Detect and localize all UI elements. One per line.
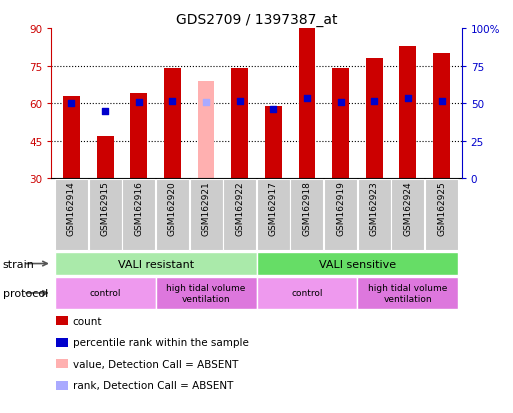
Text: value, Detection Call = ABSENT: value, Detection Call = ABSENT — [73, 359, 238, 369]
Bar — [155, 278, 256, 309]
Text: VALI sensitive: VALI sensitive — [319, 259, 396, 269]
Point — [168, 98, 176, 104]
Bar — [299, 29, 315, 179]
Bar — [130, 94, 147, 179]
Bar — [391, 180, 424, 250]
Text: VALI resistant: VALI resistant — [117, 259, 193, 269]
Text: count: count — [73, 316, 103, 326]
Text: GSM162922: GSM162922 — [235, 181, 244, 235]
Text: GSM162915: GSM162915 — [101, 181, 110, 236]
Text: percentile rank within the sample: percentile rank within the sample — [73, 337, 249, 347]
Text: rank, Detection Call = ABSENT: rank, Detection Call = ABSENT — [73, 380, 233, 390]
Title: GDS2709 / 1397387_at: GDS2709 / 1397387_at — [176, 12, 337, 26]
Text: GSM162916: GSM162916 — [134, 181, 143, 236]
Bar — [425, 180, 458, 250]
Bar — [164, 69, 181, 179]
Point — [67, 100, 75, 107]
Bar — [223, 180, 256, 250]
Bar — [55, 278, 155, 309]
Text: high tidal volume
ventilation: high tidal volume ventilation — [368, 284, 447, 303]
Bar — [190, 180, 223, 250]
Bar — [198, 81, 214, 179]
Point — [337, 99, 345, 106]
Text: control: control — [291, 289, 323, 298]
Point — [269, 107, 278, 114]
Point — [438, 98, 446, 104]
Point — [101, 108, 109, 115]
Bar — [156, 180, 189, 250]
Text: strain: strain — [3, 259, 34, 269]
Text: GSM162925: GSM162925 — [437, 181, 446, 235]
Bar — [433, 54, 450, 179]
Text: GSM162914: GSM162914 — [67, 181, 76, 235]
Text: control: control — [89, 289, 121, 298]
Bar — [324, 180, 357, 250]
Point — [404, 95, 412, 102]
Text: protocol: protocol — [3, 288, 48, 298]
Bar — [400, 46, 416, 179]
Text: GSM162918: GSM162918 — [303, 181, 311, 236]
Bar — [97, 136, 113, 179]
Bar — [265, 107, 282, 179]
Text: GSM162924: GSM162924 — [403, 181, 412, 235]
Point — [303, 95, 311, 102]
Text: GSM162923: GSM162923 — [370, 181, 379, 235]
Text: high tidal volume
ventilation: high tidal volume ventilation — [166, 284, 246, 303]
Bar — [55, 252, 256, 275]
Bar — [257, 180, 290, 250]
Bar — [366, 59, 383, 179]
Bar — [89, 180, 122, 250]
Point — [370, 98, 379, 104]
Bar — [122, 180, 155, 250]
Bar — [63, 96, 80, 179]
Bar — [332, 69, 349, 179]
Bar — [256, 252, 458, 275]
Text: GSM162919: GSM162919 — [336, 181, 345, 236]
Text: GSM162921: GSM162921 — [202, 181, 210, 235]
Point — [235, 98, 244, 104]
Point — [134, 99, 143, 106]
Text: GSM162920: GSM162920 — [168, 181, 177, 235]
Bar — [358, 278, 458, 309]
Text: GSM162917: GSM162917 — [269, 181, 278, 236]
Bar — [256, 278, 358, 309]
Point — [202, 99, 210, 106]
Bar — [231, 69, 248, 179]
Bar — [358, 180, 391, 250]
Bar — [290, 180, 323, 250]
Bar — [55, 180, 88, 250]
